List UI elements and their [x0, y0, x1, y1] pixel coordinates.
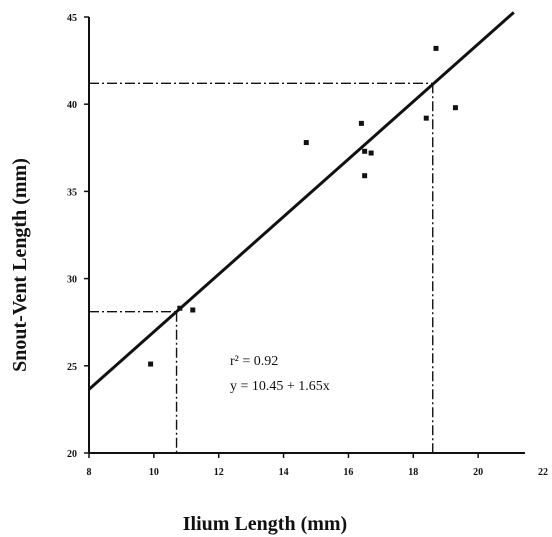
regression-line	[89, 12, 514, 389]
x-tick-label-7: 22	[538, 467, 548, 478]
data-point-9	[433, 46, 438, 51]
data-point-10	[453, 105, 458, 110]
y-tick-label-2: 30	[67, 275, 77, 286]
x-tick-label-0: 8	[87, 467, 92, 478]
data-point-3	[304, 140, 309, 145]
y-ticks: 20 25 30 35 40 45	[67, 13, 89, 460]
x-tick-label-6: 20	[473, 467, 483, 478]
y-tick-label-4: 40	[67, 100, 77, 111]
data-point-5	[362, 149, 367, 154]
x-tick-label-5: 18	[408, 467, 418, 478]
annotation-equation: y = 10.45 + 1.65x	[230, 379, 330, 394]
y-tick-label-5: 45	[67, 13, 77, 24]
y-axis-title: Snout-Vent Length (mm)	[9, 158, 31, 372]
x-tick-label-4: 16	[343, 467, 353, 478]
reference-lines	[89, 83, 433, 453]
data-point-7	[369, 151, 374, 156]
x-tick-label-2: 12	[214, 467, 224, 478]
y-tick-label-3: 35	[67, 187, 77, 198]
x-tick-label-3: 14	[279, 467, 289, 478]
data-point-8	[424, 116, 429, 121]
regression-group	[89, 12, 514, 389]
annotation-r-squared: r² = 0.92	[230, 354, 278, 369]
data-point-2	[190, 307, 195, 312]
y-tick-label-0: 20	[67, 449, 77, 460]
x-ticks: 8 10 12 14 16 18 20 22	[87, 453, 549, 478]
data-point-6	[362, 173, 367, 178]
y-tick-label-1: 25	[67, 362, 77, 373]
x-axis-title: Ilium Length (mm)	[183, 513, 347, 535]
x-tick-label-1: 10	[149, 467, 159, 478]
data-points	[148, 46, 458, 367]
data-point-0	[148, 362, 153, 367]
data-point-4	[359, 121, 364, 126]
data-point-1	[177, 306, 182, 311]
